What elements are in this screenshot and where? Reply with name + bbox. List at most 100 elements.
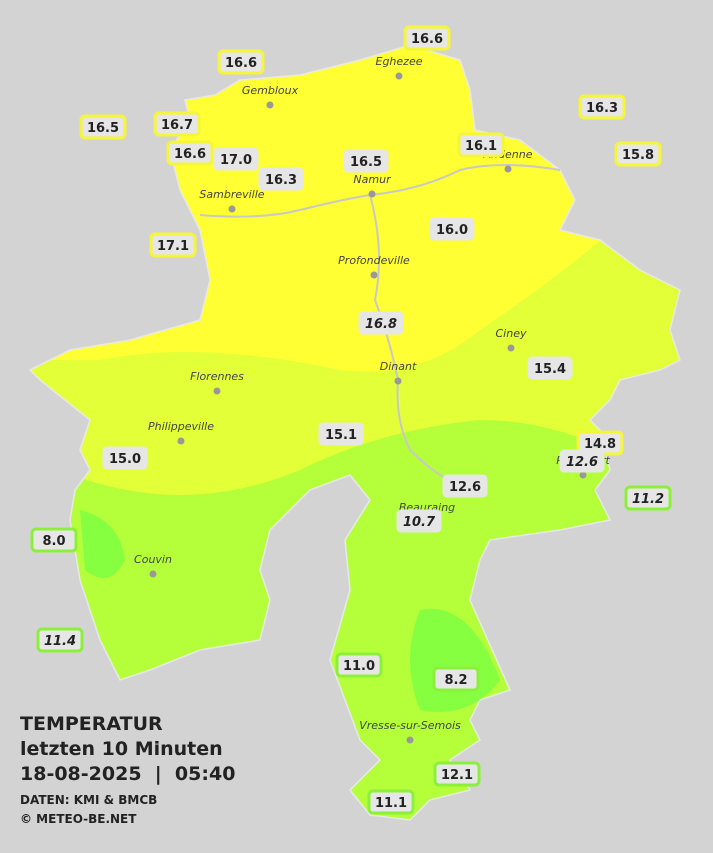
station: 16.3 — [578, 94, 626, 120]
station: 16.3 — [258, 167, 304, 191]
station-box — [358, 311, 404, 335]
station-value: 12.6 — [449, 480, 481, 495]
station: 8.2 — [432, 666, 480, 692]
station-value: 17.1 — [157, 239, 189, 254]
city-dot — [370, 271, 378, 279]
station-value: 16.1 — [465, 139, 497, 154]
city-label: Couvin — [134, 553, 172, 566]
station-box — [367, 789, 415, 815]
station-value: 16.7 — [161, 118, 193, 133]
station-box — [527, 356, 573, 380]
station-value: 16.0 — [436, 223, 468, 238]
station-value: 15.4 — [534, 362, 566, 377]
city-dot — [504, 165, 512, 173]
city-label: Florennes — [190, 370, 244, 383]
station-box — [578, 94, 626, 120]
subtitle: letzten 10 Minuten — [20, 738, 223, 760]
station-box — [102, 446, 148, 470]
station-value: 16.8 — [365, 317, 397, 332]
station-box — [442, 474, 488, 498]
city-dot — [394, 377, 402, 385]
city-label: Ciney — [496, 327, 527, 340]
station-value: 11.2 — [632, 492, 664, 507]
station-box — [396, 509, 442, 533]
station-box — [79, 114, 127, 140]
station-value: 16.3 — [265, 173, 297, 188]
station: 16.1 — [457, 132, 505, 158]
city-label: Profondeville — [338, 254, 410, 267]
credit: © METEO-BE.NET — [20, 812, 137, 826]
station-value: 16.5 — [87, 121, 119, 136]
city-dot — [406, 736, 414, 744]
station: 16.5 — [343, 149, 389, 173]
station-box — [433, 761, 481, 787]
city-dot — [177, 437, 185, 445]
station-box — [166, 140, 214, 166]
station-value: 15.1 — [325, 428, 357, 443]
station: 16.6 — [403, 25, 451, 51]
station-value: 17.0 — [220, 153, 252, 168]
station-value: 16.5 — [350, 155, 382, 170]
station-value: 12.6 — [566, 455, 598, 470]
station: 12.6 — [559, 449, 605, 473]
station-value: 15.8 — [622, 148, 654, 163]
city-dot — [228, 205, 236, 213]
city-label: Philippeville — [148, 420, 214, 433]
station-value: 16.6 — [411, 32, 443, 47]
station: 15.0 — [102, 446, 148, 470]
station-value: 15.0 — [109, 452, 141, 467]
title: TEMPERATUR — [20, 713, 163, 735]
station: 15.4 — [527, 356, 573, 380]
zone-cool — [80, 510, 125, 578]
station-box — [318, 422, 364, 446]
city-label: Namur — [353, 173, 392, 186]
station: 16.5 — [79, 114, 127, 140]
station-value: 16.6 — [174, 147, 206, 162]
station-value: 16.3 — [586, 101, 618, 116]
city-dot — [507, 344, 515, 352]
station: 16.6 — [217, 49, 265, 75]
station: 16.0 — [429, 217, 475, 241]
station-box — [559, 449, 605, 473]
station-value: 11.0 — [343, 659, 375, 674]
station-box — [335, 652, 383, 678]
city-dot — [368, 190, 376, 198]
station: 17.0 — [213, 147, 259, 171]
station: 16.8 — [358, 311, 404, 335]
station: 17.1 — [149, 232, 197, 258]
station-box — [457, 132, 505, 158]
station: 11.2 — [624, 485, 672, 511]
city-label: Vresse-sur-Semois — [359, 719, 461, 732]
station: 15.8 — [614, 141, 662, 167]
station: 8.0 — [30, 527, 78, 553]
city-label: Gembloux — [242, 84, 299, 97]
city-label: Dinant — [380, 360, 417, 373]
city-dot — [266, 101, 274, 109]
station: 16.7 — [153, 111, 201, 137]
city-label: Eghezee — [376, 55, 423, 68]
station-value: 14.8 — [584, 437, 616, 452]
city-dot — [579, 471, 587, 479]
province-outline — [28, 44, 681, 821]
station: 11.0 — [335, 652, 383, 678]
labels: EghezeeGemblouxAndenneNamurSambrevillePr… — [30, 25, 672, 815]
station-box — [30, 527, 78, 553]
station-value: 11.4 — [44, 634, 76, 649]
station-value: 12.1 — [441, 768, 473, 783]
station: 15.1 — [318, 422, 364, 446]
station: 10.7 — [396, 509, 442, 533]
station-box — [429, 217, 475, 241]
city-label: Sambreville — [199, 188, 264, 201]
station-box — [403, 25, 451, 51]
station-box — [624, 485, 672, 511]
station: 16.6 — [166, 140, 214, 166]
station: 12.1 — [433, 761, 481, 787]
station-box — [343, 149, 389, 173]
credit: DATEN: KMI & BMCB — [20, 793, 157, 807]
timestamp: 18-08-2025 | 05:40 — [20, 763, 235, 785]
station: 11.4 — [36, 627, 84, 653]
city-dot — [213, 387, 221, 395]
station-box — [36, 627, 84, 653]
city-dot — [149, 570, 157, 578]
